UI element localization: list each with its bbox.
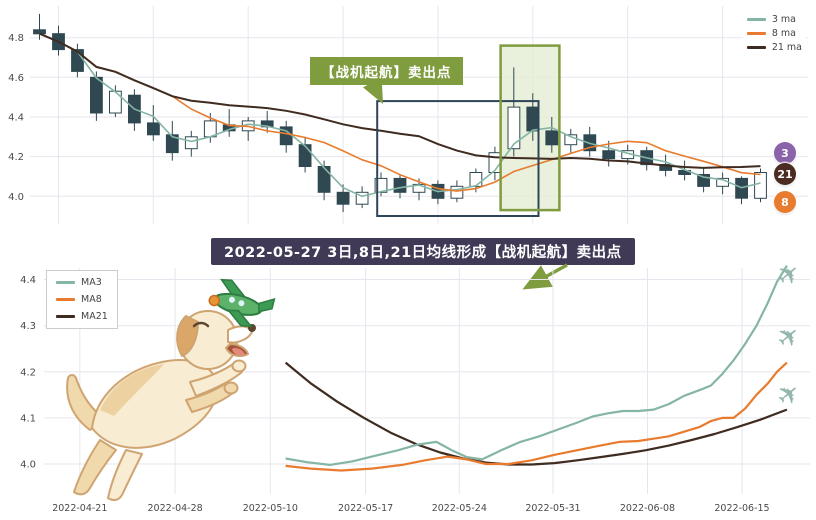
sell-point-callout: 【战机起航】卖出点 — [310, 57, 463, 85]
callout-arrow-icon — [362, 77, 384, 105]
ma21-swatch-icon — [56, 315, 75, 318]
airplane-icon: ✈ — [771, 318, 808, 356]
svg-text:4.4: 4.4 — [20, 275, 36, 286]
svg-text:2022-06-08: 2022-06-08 — [620, 503, 675, 514]
legend-label-8ma: 8 ma — [771, 28, 796, 39]
candlestick-chart: 4.0 4.2 4.4 4.6 4.8 — [8, 6, 808, 224]
ma8-swatch-icon — [746, 32, 766, 35]
svg-text:2022-05-10: 2022-05-10 — [243, 503, 298, 514]
svg-text:4.6: 4.6 — [8, 73, 24, 84]
svg-text:4.8: 4.8 — [8, 33, 24, 44]
svg-text:4.4: 4.4 — [8, 113, 24, 124]
legend-label-3ma: 3 ma — [771, 14, 796, 25]
ma21-line — [39, 32, 761, 169]
svg-text:4.0: 4.0 — [20, 460, 36, 471]
ma21-badge: 21 — [774, 163, 796, 185]
ma8-line — [285, 361, 788, 472]
dog-tongue — [232, 348, 245, 356]
svg-text:2022-05-24: 2022-05-24 — [432, 503, 487, 514]
dog-front-leg-upper — [189, 361, 243, 397]
svg-text:4.2: 4.2 — [8, 152, 24, 163]
dog-hind-leg-far — [73, 439, 117, 496]
legend-label-21ma: 21 ma — [771, 42, 802, 53]
legend-label-ma3: MA3 — [81, 277, 102, 288]
ma3-swatch-icon — [56, 281, 75, 284]
svg-text:4.0: 4.0 — [8, 192, 24, 203]
svg-text:4.3: 4.3 — [20, 321, 36, 332]
svg-text:4.1: 4.1 — [20, 413, 36, 424]
legend-row-ma21: MA21 — [56, 311, 108, 322]
legend-row-ma3: MA3 — [56, 277, 108, 288]
top-chart-legend: 3 ma 8 ma 21 ma — [742, 12, 806, 55]
legend-label-ma21: MA21 — [81, 311, 108, 322]
airplane-icon: ✈ — [771, 376, 808, 414]
dog-muzzle — [227, 325, 253, 344]
ma3-line — [39, 32, 761, 198]
bottom-chart-legend: MA3 MA8 MA21 — [46, 270, 118, 329]
legend-row-3ma: 3 ma — [746, 14, 802, 25]
ma3-line — [285, 265, 788, 466]
toy-plane-icon — [208, 278, 276, 328]
svg-text:2022-04-28: 2022-04-28 — [147, 503, 202, 514]
annotation-banner: 2022-05-27 3日,8日,21日均线形成【战机起航】卖出点 — [211, 238, 635, 265]
ma21-swatch-icon — [746, 46, 766, 49]
dog-paw-1 — [231, 359, 247, 373]
highlight-outline-box — [499, 44, 561, 212]
dog-eye — [192, 321, 210, 328]
ma8-badge: 8 — [774, 191, 796, 213]
legend-row-ma8: MA8 — [56, 294, 108, 305]
airplane-icon: ✈ — [771, 262, 808, 294]
dog-paw-2 — [223, 381, 239, 395]
svg-text:2022-06-15: 2022-06-15 — [714, 503, 769, 514]
ma8-swatch-icon — [56, 298, 75, 301]
banner-arrow-icon — [522, 263, 568, 290]
ma21-line — [284, 361, 788, 466]
svg-text:4.2: 4.2 — [20, 367, 36, 378]
dog-hind-leg-near — [107, 449, 143, 502]
ma3-swatch-icon — [746, 18, 766, 21]
dog-illustration — [66, 278, 276, 502]
dog-back-patch — [100, 364, 164, 416]
svg-text:2022-04-21: 2022-04-21 — [52, 503, 107, 514]
svg-text:2022-05-17: 2022-05-17 — [338, 503, 393, 514]
svg-text:2022-05-31: 2022-05-31 — [525, 503, 580, 514]
legend-label-ma8: MA8 — [81, 294, 102, 305]
pattern-outline-box — [376, 100, 540, 217]
ma3-badge: 3 — [774, 142, 796, 164]
legend-row-8ma: 8 ma — [746, 28, 802, 39]
legend-row-21ma: 21 ma — [746, 42, 802, 53]
